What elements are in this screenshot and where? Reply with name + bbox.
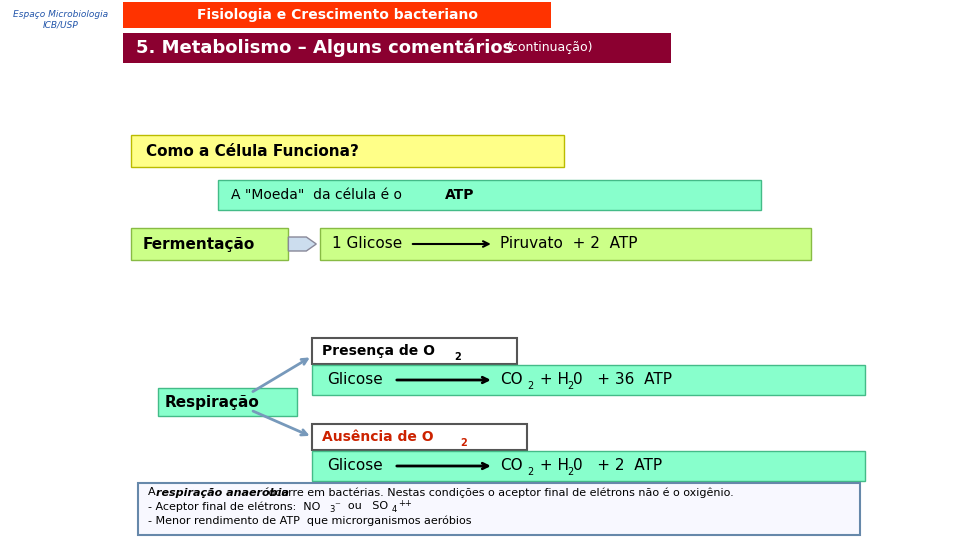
Text: 0   + 36  ATP: 0 + 36 ATP [573, 373, 672, 388]
Text: Glicose: Glicose [327, 373, 383, 388]
Text: 2: 2 [567, 467, 574, 477]
Text: Piruvato  + 2  ATP: Piruvato + 2 ATP [499, 237, 637, 252]
Text: Espaço Microbiologia: Espaço Microbiologia [12, 10, 108, 19]
FancyBboxPatch shape [312, 424, 526, 450]
Text: Presença de O: Presença de O [323, 344, 435, 358]
Text: Glicose: Glicose [327, 458, 383, 474]
Text: CO: CO [499, 458, 522, 474]
FancyBboxPatch shape [131, 228, 288, 260]
Text: 2: 2 [567, 381, 574, 391]
FancyBboxPatch shape [138, 483, 860, 535]
Text: 2: 2 [528, 381, 534, 391]
FancyArrow shape [288, 237, 316, 251]
Text: A: A [148, 487, 159, 497]
Text: ocorre em bactérias. Nestas condições o aceptor final de elétrons não é o oxigên: ocorre em bactérias. Nestas condições o … [266, 487, 734, 497]
Text: Fisiologia e Crescimento bacteriano: Fisiologia e Crescimento bacteriano [197, 8, 478, 22]
FancyBboxPatch shape [312, 451, 865, 481]
Text: 0   + 2  ATP: 0 + 2 ATP [573, 458, 662, 474]
Text: 1 Glicose: 1 Glicose [332, 237, 402, 252]
Text: CO: CO [499, 373, 522, 388]
Text: 4: 4 [392, 505, 397, 514]
Text: ⁻  ou   SO: ⁻ ou SO [335, 501, 389, 511]
Text: (continuação): (continuação) [507, 42, 593, 55]
FancyBboxPatch shape [131, 135, 564, 167]
FancyBboxPatch shape [218, 180, 760, 210]
Text: 2: 2 [454, 352, 461, 362]
Text: - Aceptor final de elétrons:  NO: - Aceptor final de elétrons: NO [148, 501, 321, 511]
Text: ATP: ATP [444, 188, 474, 202]
Text: 3: 3 [329, 505, 335, 514]
Text: 2: 2 [528, 467, 534, 477]
Text: ICB/USP: ICB/USP [42, 20, 78, 29]
Text: 5. Metabolismo – Alguns comentários: 5. Metabolismo – Alguns comentários [136, 39, 519, 57]
FancyBboxPatch shape [123, 2, 551, 28]
Text: ++: ++ [398, 499, 412, 508]
FancyBboxPatch shape [123, 33, 671, 63]
FancyBboxPatch shape [157, 388, 298, 416]
FancyBboxPatch shape [321, 228, 810, 260]
Text: + H: + H [535, 373, 568, 388]
Text: 2: 2 [460, 438, 467, 448]
Text: - Menor rendimento de ATP  que microrganismos aeróbios: - Menor rendimento de ATP que microrgani… [148, 515, 471, 525]
Text: Fermentação: Fermentação [143, 237, 255, 252]
Text: Respiração: Respiração [165, 395, 259, 409]
Text: Como a Célula Funciona?: Como a Célula Funciona? [146, 144, 359, 159]
Text: respiração anaeróbia: respiração anaeróbia [156, 487, 289, 497]
FancyBboxPatch shape [312, 365, 865, 395]
Text: Ausência de O: Ausência de O [323, 430, 434, 444]
Text: + H: + H [535, 458, 568, 474]
Text: A "Moeda"  da célula é o: A "Moeda" da célula é o [230, 188, 410, 202]
FancyBboxPatch shape [312, 338, 516, 364]
